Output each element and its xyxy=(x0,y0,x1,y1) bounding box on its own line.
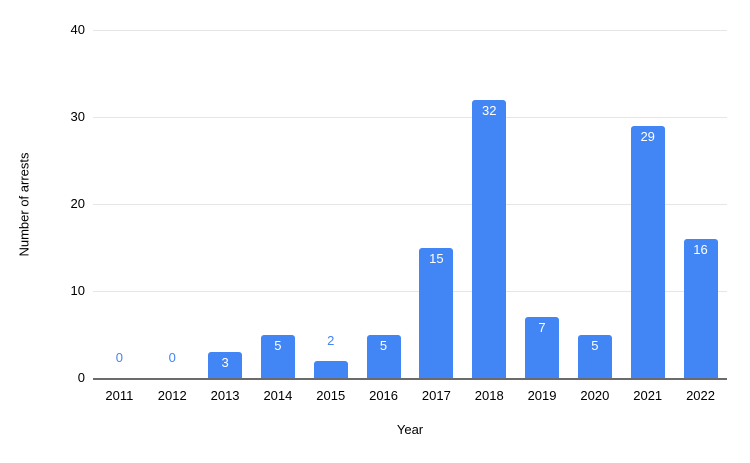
y-tick-label-40: 40 xyxy=(70,22,85,37)
bar-band-2013: 3 xyxy=(199,30,252,378)
bar-2015 xyxy=(313,360,348,378)
bar-band-2012: 0 xyxy=(146,30,199,378)
x-tick-label-2016: 2016 xyxy=(369,388,399,403)
x-tick-label-2021: 2021 xyxy=(633,388,663,403)
bar-band-2021: 29 xyxy=(621,30,674,378)
bar-band-2019: 7 xyxy=(516,30,569,378)
bar-value-label-2019: 7 xyxy=(538,320,546,336)
x-tick-label-2015: 2015 xyxy=(316,388,346,403)
bar-2019: 7 xyxy=(525,317,560,378)
x-tick-label-2011: 2011 xyxy=(105,388,134,403)
bar-band-2017: 15 xyxy=(410,30,463,378)
plot-area: 0 0 3 5 2 5 15 32 7 5 29 16 xyxy=(93,30,727,380)
bar-value-label-2018: 32 xyxy=(481,102,497,118)
bar-value-label-2016: 5 xyxy=(379,337,388,353)
bar-series: 0 0 3 5 2 5 15 32 7 5 29 16 xyxy=(93,30,727,378)
x-tick-label-2019: 2019 xyxy=(527,388,557,403)
x-tick-label-2018: 2018 xyxy=(474,388,504,403)
y-axis-ticks: 0 10 20 30 40 xyxy=(0,22,85,385)
x-tick-label-2012: 2012 xyxy=(157,388,187,403)
bar-band-2020: 5 xyxy=(568,30,621,378)
bar-2017: 15 xyxy=(419,247,454,378)
bar-value-label-2012: 0 xyxy=(168,350,176,365)
bar-band-2014: 5 xyxy=(251,30,304,378)
gridline-20 xyxy=(93,204,727,205)
y-tick-label-0: 0 xyxy=(77,370,85,385)
x-axis-ticks: 2011 2012 2013 2014 2015 2016 2017 2018 2019 2020… xyxy=(93,381,727,403)
y-tick-label-30: 30 xyxy=(70,109,85,124)
bar-band-2011: 0 xyxy=(93,30,146,378)
gridline-30 xyxy=(93,117,727,118)
bar-2022: 16 xyxy=(683,238,718,378)
y-tick-label-10: 10 xyxy=(70,283,85,298)
x-axis-title: Year xyxy=(396,422,424,437)
x-tick-label-2020: 2020 xyxy=(580,388,610,403)
bar-band-2015: 2 xyxy=(304,30,357,378)
bar-2018: 32 xyxy=(472,99,507,378)
bar-band-2018: 32 xyxy=(463,30,516,378)
bar-2013: 3 xyxy=(208,351,243,378)
gridline-40 xyxy=(93,30,727,31)
gridline-10 xyxy=(93,291,727,292)
bar-value-label-2022: 16 xyxy=(693,241,708,257)
x-tick-label-2017: 2017 xyxy=(421,388,451,403)
bar-value-label-2017: 15 xyxy=(429,250,444,266)
x-tick-label-2022: 2022 xyxy=(686,388,715,403)
bar-band-2016: 5 xyxy=(357,30,410,378)
y-tick-label-20: 20 xyxy=(70,196,85,211)
bar-value-label-2020: 5 xyxy=(591,337,599,353)
bar-value-label-2015: 2 xyxy=(327,332,335,348)
x-tick-label-2014: 2014 xyxy=(263,388,293,403)
bar-value-label-2011: 0 xyxy=(115,350,124,365)
bar-2020: 5 xyxy=(577,334,612,378)
bar-value-label-2013: 3 xyxy=(221,354,229,370)
bar-2014: 5 xyxy=(260,334,295,378)
bar-value-label-2021: 29 xyxy=(640,128,655,144)
x-tick-label-2013: 2013 xyxy=(210,388,240,403)
bar-value-label-2014: 5 xyxy=(274,337,282,353)
bar-2016: 5 xyxy=(366,334,401,378)
bar-2021: 29 xyxy=(630,125,665,378)
bar-band-2022: 16 xyxy=(674,30,727,378)
